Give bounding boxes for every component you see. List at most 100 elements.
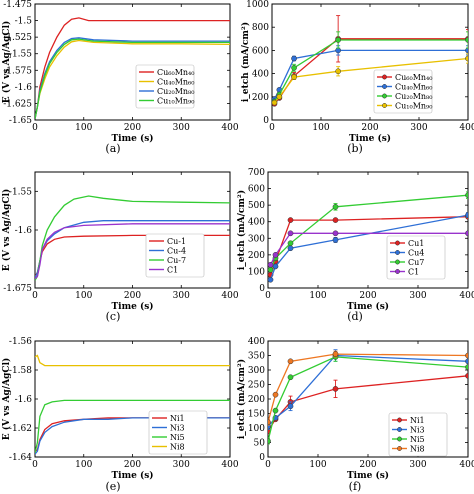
legend-marker xyxy=(395,259,400,265)
y-tick-label: -1.62 xyxy=(9,424,32,434)
data-point xyxy=(287,245,294,252)
series-line xyxy=(35,17,230,119)
y-tick-label: -1.55 xyxy=(9,187,32,197)
data-point xyxy=(291,55,297,62)
legend-label: Ni8 xyxy=(410,445,425,454)
chart-panel-b: 0 100 200 300 400 0 200 400 600 800 1000 Time (s) i_… xyxy=(240,0,474,155)
legend-marker xyxy=(397,436,402,442)
series-line xyxy=(35,223,230,280)
data-point xyxy=(465,352,468,359)
legend-box xyxy=(135,64,195,109)
series-line xyxy=(273,39,468,102)
panel-caption: (a) xyxy=(105,142,120,155)
x-tick-label: 300 xyxy=(410,123,427,133)
data-point xyxy=(272,407,279,414)
data-point xyxy=(332,351,339,357)
x-axis-label: Time (s) xyxy=(111,301,153,312)
series-3 xyxy=(268,230,468,268)
y-tick-label: 0 xyxy=(263,116,269,126)
series-line xyxy=(35,38,230,119)
data-point xyxy=(287,358,294,365)
series-line xyxy=(35,399,230,453)
x-tick-label: 100 xyxy=(309,291,326,301)
x-axis-label: Time (s) xyxy=(111,470,153,481)
data-point xyxy=(465,230,468,237)
legend-label: Cu1 xyxy=(408,239,424,248)
y-axis-label: i_etch (mA/cm²) xyxy=(240,22,251,102)
legend-label: Cu₂₀Mn₈₀ xyxy=(395,92,432,101)
data-point xyxy=(465,192,468,199)
y-tick-label: 0 xyxy=(259,284,265,294)
x-tick-label: 0 xyxy=(265,291,271,301)
series-1 xyxy=(268,212,468,283)
x-tick-label: 400 xyxy=(459,123,474,133)
data-point xyxy=(291,74,297,80)
x-tick-label: 100 xyxy=(312,123,329,133)
x-tick-label: 200 xyxy=(124,123,141,133)
legend-marker xyxy=(395,250,400,255)
x-tick-label: 300 xyxy=(173,291,190,301)
y-tick-label: 250 xyxy=(248,381,265,391)
legend-label: C1 xyxy=(408,268,419,277)
y-tick-label: 200 xyxy=(248,251,265,261)
legend-label: Cu₁₀Mn₉₀ xyxy=(157,97,194,106)
legend-label: Cu₆₀Mn₄₀ xyxy=(395,73,432,82)
panel-caption: (f) xyxy=(349,480,362,493)
y-axis-label: E (V vs Ag/AgCl) xyxy=(1,189,12,271)
y-tick-label: -1.675 xyxy=(3,284,32,294)
x-tick-label: 400 xyxy=(221,460,238,470)
data-point xyxy=(465,364,468,370)
y-tick-label: 50 xyxy=(254,439,266,449)
series-2 xyxy=(268,191,468,273)
data-point xyxy=(287,374,294,381)
y-tick-label: 300 xyxy=(248,234,265,244)
data-point xyxy=(465,37,468,43)
x-tick-label: 100 xyxy=(75,460,92,470)
chart-panel-e: 0 100 200 300 400 -1.64 -1.62 -1.6 -1.58 -1.56 Tim… xyxy=(1,337,239,493)
y-tick-label: 800 xyxy=(252,23,269,33)
data-point xyxy=(268,419,271,426)
y-tick-label: -1.55 xyxy=(9,50,32,60)
series-1 xyxy=(35,39,230,119)
legend-label: Ni3 xyxy=(170,424,185,433)
legend-label: Cu-1 xyxy=(167,237,186,246)
legend-marker xyxy=(382,84,387,89)
y-tick-label: 600 xyxy=(252,46,269,56)
chart-panel-f: 0 100 200 300 400 0 50 100 150 200 250 300 350 400 Tim… xyxy=(236,337,474,493)
y-tick-label: -1.65 xyxy=(9,116,32,126)
y-tick-label: -1.58 xyxy=(9,366,32,376)
x-axis-label: Time (s) xyxy=(347,470,389,481)
y-tick-label: 600 xyxy=(248,185,265,195)
data-point xyxy=(291,64,297,71)
x-tick-label: 0 xyxy=(32,460,38,470)
y-axis-label: i_etch (mA/cm²) xyxy=(236,359,247,439)
legend-label: Ni5 xyxy=(410,435,425,444)
legend-marker xyxy=(395,240,400,246)
legend-box xyxy=(148,410,208,455)
data-point xyxy=(335,47,341,54)
legend-label: Ni1 xyxy=(170,414,185,423)
legend-box xyxy=(373,69,433,114)
x-tick-label: 300 xyxy=(173,460,190,470)
y-tick-label: 200 xyxy=(248,395,265,405)
y-tick-label: 700 xyxy=(248,168,265,178)
data-point xyxy=(332,203,339,210)
x-tick-label: 400 xyxy=(221,291,238,301)
legend-label: Cu₄₀Mn₆₀ xyxy=(157,78,194,87)
series-line xyxy=(273,38,468,105)
x-tick-label: 200 xyxy=(359,291,376,301)
series-line xyxy=(35,354,230,367)
series-3 xyxy=(272,53,468,106)
data-point xyxy=(332,386,339,392)
legend-label: Ni3 xyxy=(410,426,425,435)
x-tick-label: 300 xyxy=(173,123,190,133)
x-tick-label: 0 xyxy=(269,123,275,133)
data-point xyxy=(465,358,468,365)
data-point xyxy=(287,217,294,223)
x-tick-label: 100 xyxy=(75,291,92,301)
y-axis-label: E (V vs Ag/AgCl) xyxy=(1,21,12,103)
